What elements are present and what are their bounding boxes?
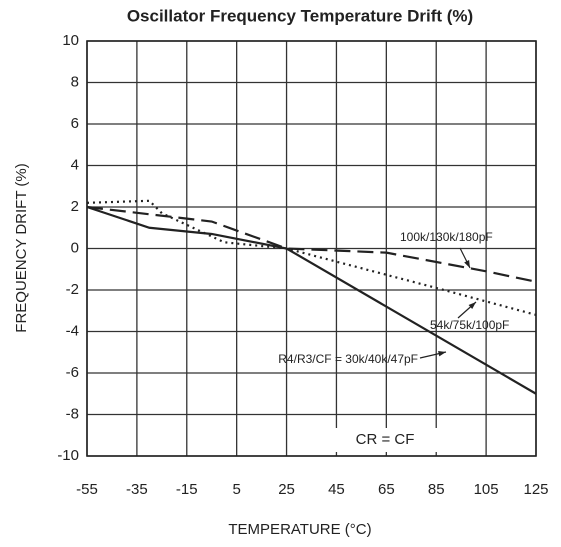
series-label: 54k/75k/100pF [430, 318, 509, 332]
x-tick-label: -15 [176, 481, 198, 498]
x-tick-label: -55 [76, 481, 98, 498]
x-axis-label: TEMPERATURE (°C) [228, 521, 371, 538]
x-tick-label: -35 [126, 481, 148, 498]
arrow-head [468, 302, 476, 310]
y-axis-label: FREQUENCY DRIFT (%) [13, 163, 30, 332]
x-tick-label: 45 [328, 481, 345, 498]
chart-title: Oscillator Frequency Temperature Drift (… [127, 6, 473, 25]
series-label: R4/R3/CF = 30k/40k/47pF [278, 352, 418, 366]
series-label: 100k/130k/180pF [400, 230, 493, 244]
y-tick-label: -8 [66, 405, 79, 422]
y-tick-label: -2 [66, 281, 79, 298]
y-tick-label: 6 [71, 115, 79, 132]
y-tick-label: 0 [71, 239, 79, 256]
arrow-head [438, 351, 446, 357]
annotation: CR = CF [356, 431, 415, 448]
x-tick-label: 85 [428, 481, 445, 498]
x-tick-label: 5 [232, 481, 240, 498]
y-tick-label: 4 [71, 156, 79, 173]
series-line [86, 205, 537, 395]
plot-frame [86, 40, 537, 457]
y-tick-label: 2 [71, 198, 79, 215]
y-tick-label: -6 [66, 364, 79, 381]
x-tick-label: 65 [378, 481, 395, 498]
x-tick-label: 105 [474, 481, 499, 498]
y-tick-label: -10 [57, 447, 79, 464]
y-tick-label: 10 [62, 32, 79, 49]
series-line [86, 205, 537, 283]
arrow-head [464, 260, 470, 268]
x-tick-label: 125 [523, 481, 548, 498]
series-line [86, 199, 537, 316]
annotation-bg [330, 428, 440, 452]
y-tick-label: 8 [71, 73, 79, 90]
y-tick-label: -4 [66, 322, 79, 339]
x-tick-label: 25 [278, 481, 295, 498]
